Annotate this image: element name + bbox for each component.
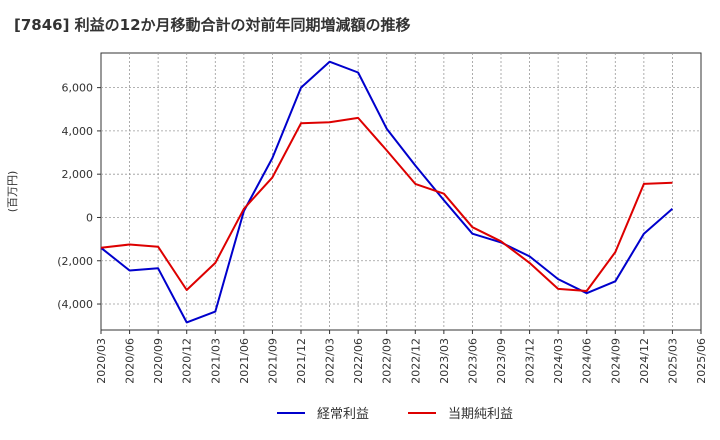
x-tick-label: 2023/09 — [495, 338, 508, 384]
legend-label-2: 当期純利益 — [448, 407, 513, 422]
x-tick-label: 2021/09 — [266, 338, 279, 384]
x-tick-label: 2025/03 — [666, 338, 679, 384]
x-tick-label: 2024/03 — [552, 338, 565, 384]
x-tick-label: 2024/12 — [638, 338, 651, 384]
y-axis-label: (百万円) — [6, 171, 19, 213]
legend-label-1: 経常利益 — [317, 407, 369, 422]
series-line-2 — [100, 116, 673, 292]
x-tick-label: 2020/09 — [152, 338, 165, 384]
x-tick-label: 2020/06 — [124, 338, 137, 384]
x-tick-label: 2021/12 — [295, 338, 308, 384]
x-tick-label: 2021/03 — [209, 338, 222, 384]
x-tick-label: 2020/12 — [181, 338, 194, 384]
x-tick-label: 2024/09 — [609, 338, 622, 384]
x-tick-label: 2023/03 — [438, 338, 451, 384]
chart-title: [7846] 利益の12か月移動合計の対前年同期増減額の推移 — [14, 16, 411, 34]
x-tick-label: 2023/06 — [466, 338, 479, 384]
plot-frame — [100, 52, 702, 331]
y-tick-label: (2,000 — [57, 255, 93, 268]
y-tick-label: 6,000 — [62, 82, 94, 95]
x-tick-label: 2022/12 — [409, 338, 422, 384]
x-tick-label: 2023/12 — [524, 338, 537, 384]
x-tick-label: 2024/06 — [581, 338, 594, 384]
x-tick-label: 2025/06 — [695, 338, 708, 384]
x-tick-label: 2021/06 — [238, 338, 251, 384]
y-tick-label: 4,000 — [62, 125, 94, 138]
y-tick-label: 0 — [86, 211, 93, 224]
y-tick-label: 2,000 — [62, 168, 94, 181]
x-tick-label: 2020/03 — [95, 338, 108, 384]
x-tick-label: 2022/09 — [381, 338, 394, 384]
series-line-1 — [100, 60, 674, 324]
x-tick-label: 2022/06 — [352, 338, 365, 384]
y-tick-label: (4,000 — [57, 298, 93, 311]
x-tick-label: 2022/03 — [324, 338, 337, 384]
